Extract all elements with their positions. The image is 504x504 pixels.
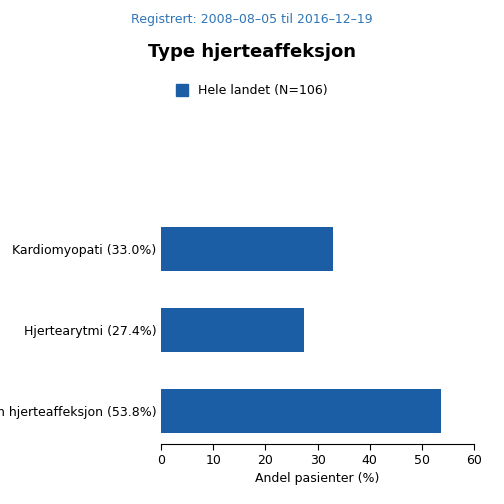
X-axis label: Andel pasienter (%): Andel pasienter (%) — [256, 472, 380, 485]
Bar — [161, 227, 333, 272]
Bar — [161, 308, 304, 352]
Text: Registrert: 2008–08–05 til 2016–12–19: Registrert: 2008–08–05 til 2016–12–19 — [131, 13, 373, 26]
Bar — [161, 389, 442, 433]
Text: Type hjerteaffeksjon: Type hjerteaffeksjon — [148, 43, 356, 61]
Legend: Hele landet (N=106): Hele landet (N=106) — [176, 84, 328, 97]
